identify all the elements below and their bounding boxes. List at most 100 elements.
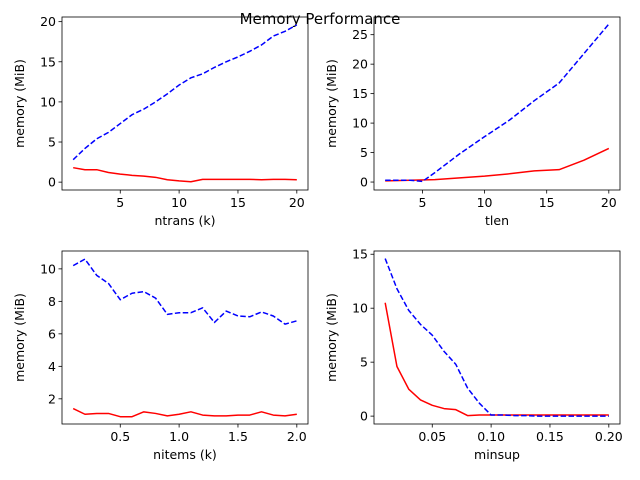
y-tick-label: 2 bbox=[48, 391, 56, 406]
plot-area bbox=[72, 258, 298, 418]
subplot-1: 5 10 15 20 0 5 10 15 20 ntrans (k) memory (MiB) bbox=[12, 14, 309, 228]
y-tick-label: 5 bbox=[360, 145, 368, 160]
y-tick: 10 bbox=[352, 301, 374, 316]
y-tick: 10 bbox=[40, 94, 62, 109]
y-tick-label: 0 bbox=[360, 409, 368, 424]
y-tick-label: 10 bbox=[352, 116, 368, 131]
axes-frame bbox=[61, 250, 309, 425]
y-tick: 25 bbox=[352, 27, 374, 42]
x-tick-label: 5 bbox=[418, 195, 426, 210]
y-tick-label: 5 bbox=[360, 355, 368, 370]
x-tick: 15 bbox=[230, 190, 246, 210]
x-tick: 5 bbox=[116, 190, 124, 210]
series-line-solid bbox=[73, 166, 297, 183]
x-axis-label: ntrans (k) bbox=[154, 213, 215, 228]
x-tick-label: 20 bbox=[289, 195, 305, 210]
axes-frame bbox=[61, 16, 309, 191]
figure-title: Memory Performance bbox=[240, 10, 401, 28]
x-tick: 15 bbox=[539, 190, 555, 210]
plot-area bbox=[72, 24, 298, 183]
x-tick: 1.5 bbox=[228, 424, 248, 444]
y-tick: 5 bbox=[48, 135, 62, 150]
x-tick: 5 bbox=[418, 190, 426, 210]
subplot-4: 0.05 0.10 0.15 0.20 0 5 10 15 minsup memory (MiB) bbox=[324, 247, 623, 462]
y-tick: 10 bbox=[352, 116, 374, 131]
x-tick: 0.05 bbox=[418, 424, 446, 444]
x-tick: 10 bbox=[171, 190, 187, 210]
x-tick-label: 0.5 bbox=[110, 429, 130, 444]
y-axis-label: memory (MiB) bbox=[324, 59, 339, 148]
y-axis-label: memory (MiB) bbox=[324, 293, 339, 382]
y-tick-label: 0 bbox=[360, 175, 368, 190]
series-line-solid bbox=[385, 147, 610, 182]
series-line-solid bbox=[384, 302, 609, 417]
x-tick: 20 bbox=[601, 190, 617, 210]
y-tick: 0 bbox=[360, 175, 374, 190]
y-tick: 6 bbox=[48, 326, 62, 341]
series-line-solid bbox=[72, 407, 297, 418]
x-tick: 0.10 bbox=[477, 424, 505, 444]
x-tick-label: 0.10 bbox=[477, 429, 505, 444]
y-axis-label: memory (MiB) bbox=[12, 59, 27, 148]
axes-frame bbox=[373, 16, 621, 191]
series-line-dashed bbox=[385, 23, 610, 183]
y-tick-label: 10 bbox=[40, 261, 56, 276]
series-line-dashed bbox=[72, 24, 298, 161]
y-tick-label: 20 bbox=[352, 57, 368, 72]
y-tick-label: 20 bbox=[40, 14, 56, 29]
x-tick-label: 15 bbox=[230, 195, 246, 210]
series-line-dashed bbox=[72, 258, 298, 325]
axes-frame bbox=[373, 250, 621, 425]
x-tick-label: 5 bbox=[116, 195, 124, 210]
x-tick: 0.15 bbox=[536, 424, 564, 444]
x-tick: 10 bbox=[477, 190, 493, 210]
y-tick-label: 25 bbox=[352, 27, 368, 42]
y-tick: 0 bbox=[360, 409, 374, 424]
y-tick: 0 bbox=[48, 175, 62, 190]
y-tick-label: 15 bbox=[40, 54, 56, 69]
y-tick: 20 bbox=[40, 14, 62, 29]
x-tick-label: 1.5 bbox=[228, 429, 248, 444]
y-tick: 15 bbox=[40, 54, 62, 69]
y-tick: 8 bbox=[48, 294, 62, 309]
x-tick-label: 10 bbox=[171, 195, 187, 210]
y-tick: 20 bbox=[352, 57, 374, 72]
x-tick: 2.0 bbox=[287, 424, 307, 444]
x-tick-label: 10 bbox=[477, 195, 493, 210]
x-tick: 1.0 bbox=[169, 424, 189, 444]
y-tick: 5 bbox=[360, 145, 374, 160]
x-axis-label: nitems (k) bbox=[153, 447, 217, 462]
y-tick-label: 10 bbox=[40, 94, 56, 109]
x-axis-label: tlen bbox=[485, 213, 509, 228]
subplot-3: 0.5 1.0 1.5 2.0 2 4 6 8 10 nitems (k) memory (MiB) bbox=[12, 250, 309, 462]
y-tick-label: 15 bbox=[352, 247, 368, 262]
x-tick-label: 0.20 bbox=[595, 429, 623, 444]
y-tick: 2 bbox=[48, 391, 62, 406]
series-line-dashed bbox=[384, 258, 609, 417]
x-axis-label: minsup bbox=[474, 447, 520, 462]
x-tick-label: 0.05 bbox=[418, 429, 446, 444]
y-tick-label: 5 bbox=[48, 135, 56, 150]
y-tick: 15 bbox=[352, 247, 374, 262]
y-tick-label: 6 bbox=[48, 326, 56, 341]
plot-area bbox=[385, 23, 610, 183]
y-tick-label: 4 bbox=[48, 359, 56, 374]
x-tick-label: 2.0 bbox=[287, 429, 307, 444]
subplot-2: 5 10 15 20 0 5 10 15 20 25 tlen memory (MiB) bbox=[324, 16, 621, 228]
x-tick: 0.5 bbox=[110, 424, 130, 444]
x-tick-label: 15 bbox=[539, 195, 555, 210]
x-tick: 20 bbox=[289, 190, 305, 210]
y-tick-label: 10 bbox=[352, 301, 368, 316]
x-tick: 0.20 bbox=[595, 424, 623, 444]
y-tick-label: 8 bbox=[48, 294, 56, 309]
x-tick-label: 0.15 bbox=[536, 429, 564, 444]
y-tick-label: 15 bbox=[352, 86, 368, 101]
y-axis-label: memory (MiB) bbox=[12, 293, 27, 382]
y-tick: 4 bbox=[48, 359, 62, 374]
plot-area bbox=[384, 258, 609, 417]
y-tick: 15 bbox=[352, 86, 374, 101]
y-tick: 10 bbox=[40, 261, 62, 276]
y-tick: 5 bbox=[360, 355, 374, 370]
